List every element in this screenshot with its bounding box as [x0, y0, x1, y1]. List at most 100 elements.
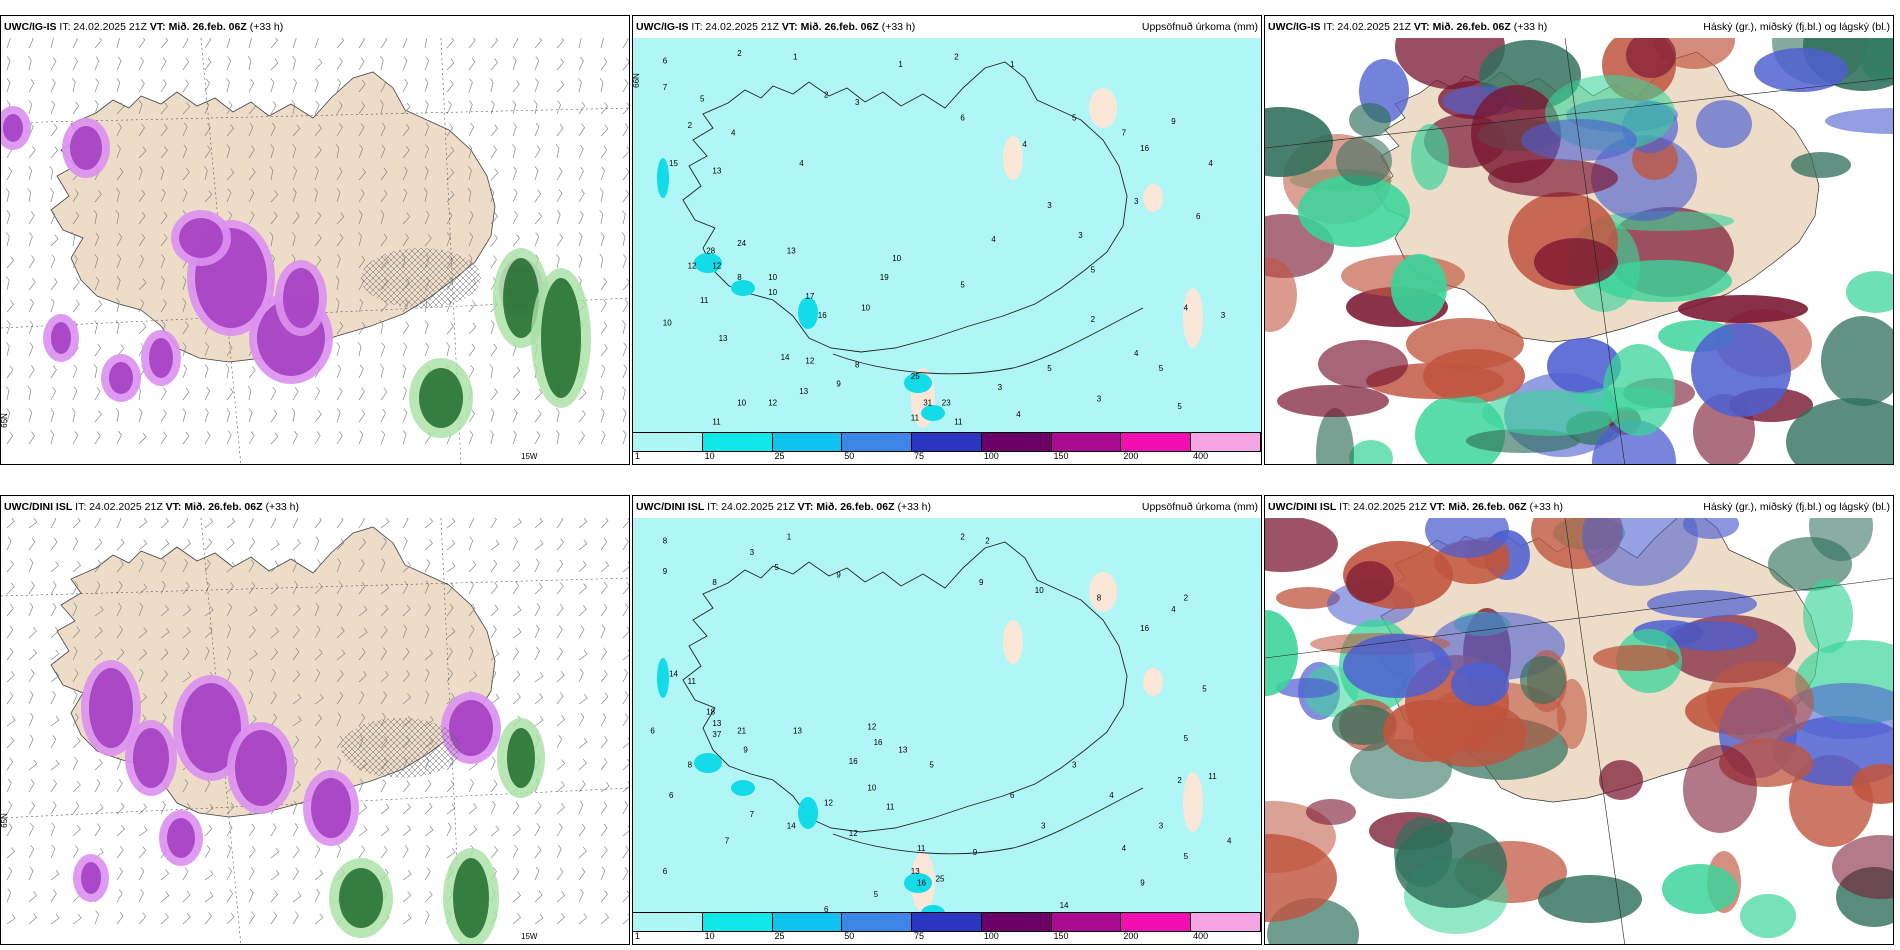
wind-barb — [204, 431, 211, 445]
wind-barb — [622, 713, 629, 727]
snow-core — [81, 862, 101, 894]
wind-barb — [49, 165, 54, 181]
wind-barb — [28, 913, 37, 925]
wind-barb — [160, 648, 169, 661]
wind-barb — [489, 429, 494, 445]
wind-barb — [402, 212, 411, 225]
iceland-group — [682, 541, 1128, 833]
wind-barb — [269, 165, 274, 181]
map-wind-precip[interactable] — [1, 38, 629, 464]
map-wind-precip[interactable] — [1, 518, 629, 944]
wind-barb — [138, 558, 145, 573]
wind-barb — [468, 364, 475, 379]
wind-barb — [402, 430, 407, 445]
wind-barb — [599, 253, 604, 269]
wind-barb — [138, 408, 143, 423]
wind-barb — [512, 518, 522, 529]
wind-barb — [270, 101, 277, 115]
cloud-patch — [1298, 175, 1410, 247]
wind-barb — [226, 56, 231, 71]
wind-barb — [28, 626, 37, 639]
wind-barb — [490, 800, 496, 815]
legend-tick-label: 150 — [1053, 451, 1069, 461]
wind-barb — [490, 693, 500, 705]
wind-barb — [468, 603, 476, 617]
wind-barb — [556, 670, 565, 683]
cloud-patch — [1520, 656, 1566, 704]
wind-barb — [380, 625, 388, 639]
wind-barb — [248, 626, 256, 639]
precip-value-label: 7 — [750, 810, 755, 819]
precip-value-label: 9 — [979, 578, 984, 587]
wind-barb — [116, 144, 121, 159]
wind-barb — [622, 867, 629, 881]
snow-core — [179, 218, 223, 258]
wind-barb — [116, 38, 120, 49]
wind-barb — [50, 649, 60, 661]
wind-barb — [204, 891, 214, 903]
wind-barb — [72, 845, 79, 859]
dry-land — [1183, 288, 1203, 348]
wind-barb — [50, 146, 59, 159]
precip-value-label: 8 — [663, 536, 668, 545]
snow-core — [149, 338, 173, 378]
precip-value-label: 4 — [1208, 159, 1213, 168]
legend-swatch — [1121, 433, 1192, 451]
wind-barb — [182, 605, 192, 617]
wind-barb — [226, 668, 232, 683]
map-accum-precip[interactable]: 6 2 1 1 2 1 7 5 2 4 2 3 15 13 4 6 4 5 7 9 3 4 28 24 12 12 8 10 13 10 1… — [633, 38, 1261, 464]
wind-barb — [424, 825, 434, 837]
precip-heavy — [731, 780, 755, 796]
precip-value-label: 18 — [706, 707, 715, 716]
wind-barb — [490, 582, 498, 595]
precip-value-label: 12 — [824, 799, 833, 808]
map-clouds[interactable] — [1265, 38, 1893, 464]
wind-barb — [534, 38, 542, 49]
precip-value-label: 14 — [787, 821, 796, 830]
wind-barb — [490, 625, 497, 639]
wind-barb — [402, 693, 411, 705]
wind-barb — [358, 232, 362, 247]
wind-barb — [50, 430, 54, 445]
wind-barb — [556, 803, 565, 815]
wind-barb — [622, 649, 629, 661]
wind-barb — [600, 518, 609, 529]
wind-barb — [160, 211, 168, 225]
wind-barb — [226, 144, 231, 159]
wind-barb — [270, 58, 279, 71]
init-time: IT: 24.02.2025 21Z — [75, 501, 163, 513]
precip-value-label: 11 — [700, 296, 709, 305]
wind-barb — [226, 408, 231, 423]
wind-barb — [50, 188, 54, 203]
wind-barb — [468, 625, 475, 639]
cloud-patch — [1791, 152, 1851, 178]
wind-barb — [600, 364, 606, 379]
valid-time: Mið. 26.feb. 06Z — [816, 501, 895, 513]
wind-barb — [138, 867, 145, 881]
precip-value-label: 9 — [663, 567, 668, 576]
wind-barb — [314, 648, 323, 661]
wind-barb — [380, 144, 386, 159]
wind-barb — [292, 188, 297, 203]
map-accum-precip[interactable]: 8 3 1 2 2 9 8 5 9 9 10 8 4 2 16 14 11 18 13 37 21 6 8 9 13 12 16 16… — [633, 518, 1261, 944]
wind-barb — [490, 255, 497, 269]
wind-barb — [72, 189, 79, 203]
precip-value-label: 11 — [917, 844, 926, 853]
precip-value-label: 13 — [793, 726, 802, 735]
wind-barb — [28, 581, 35, 595]
wind-barb — [424, 56, 430, 71]
wind-barb — [578, 604, 587, 617]
precip-value-label: 16 — [1140, 624, 1149, 633]
precip-value-label: 6 — [1196, 212, 1201, 221]
wind-barb — [116, 625, 124, 639]
legend-swatch — [842, 913, 913, 931]
precip-value-label: 5 — [929, 761, 934, 770]
wind-barb — [72, 713, 79, 727]
wind-barb — [50, 277, 58, 291]
map-clouds[interactable] — [1265, 518, 1893, 944]
wind-barb — [380, 558, 386, 573]
precip-heavy — [798, 297, 818, 329]
cloud-patch — [1265, 610, 1298, 696]
wind-barb — [446, 669, 454, 683]
wind-barb — [622, 408, 627, 423]
